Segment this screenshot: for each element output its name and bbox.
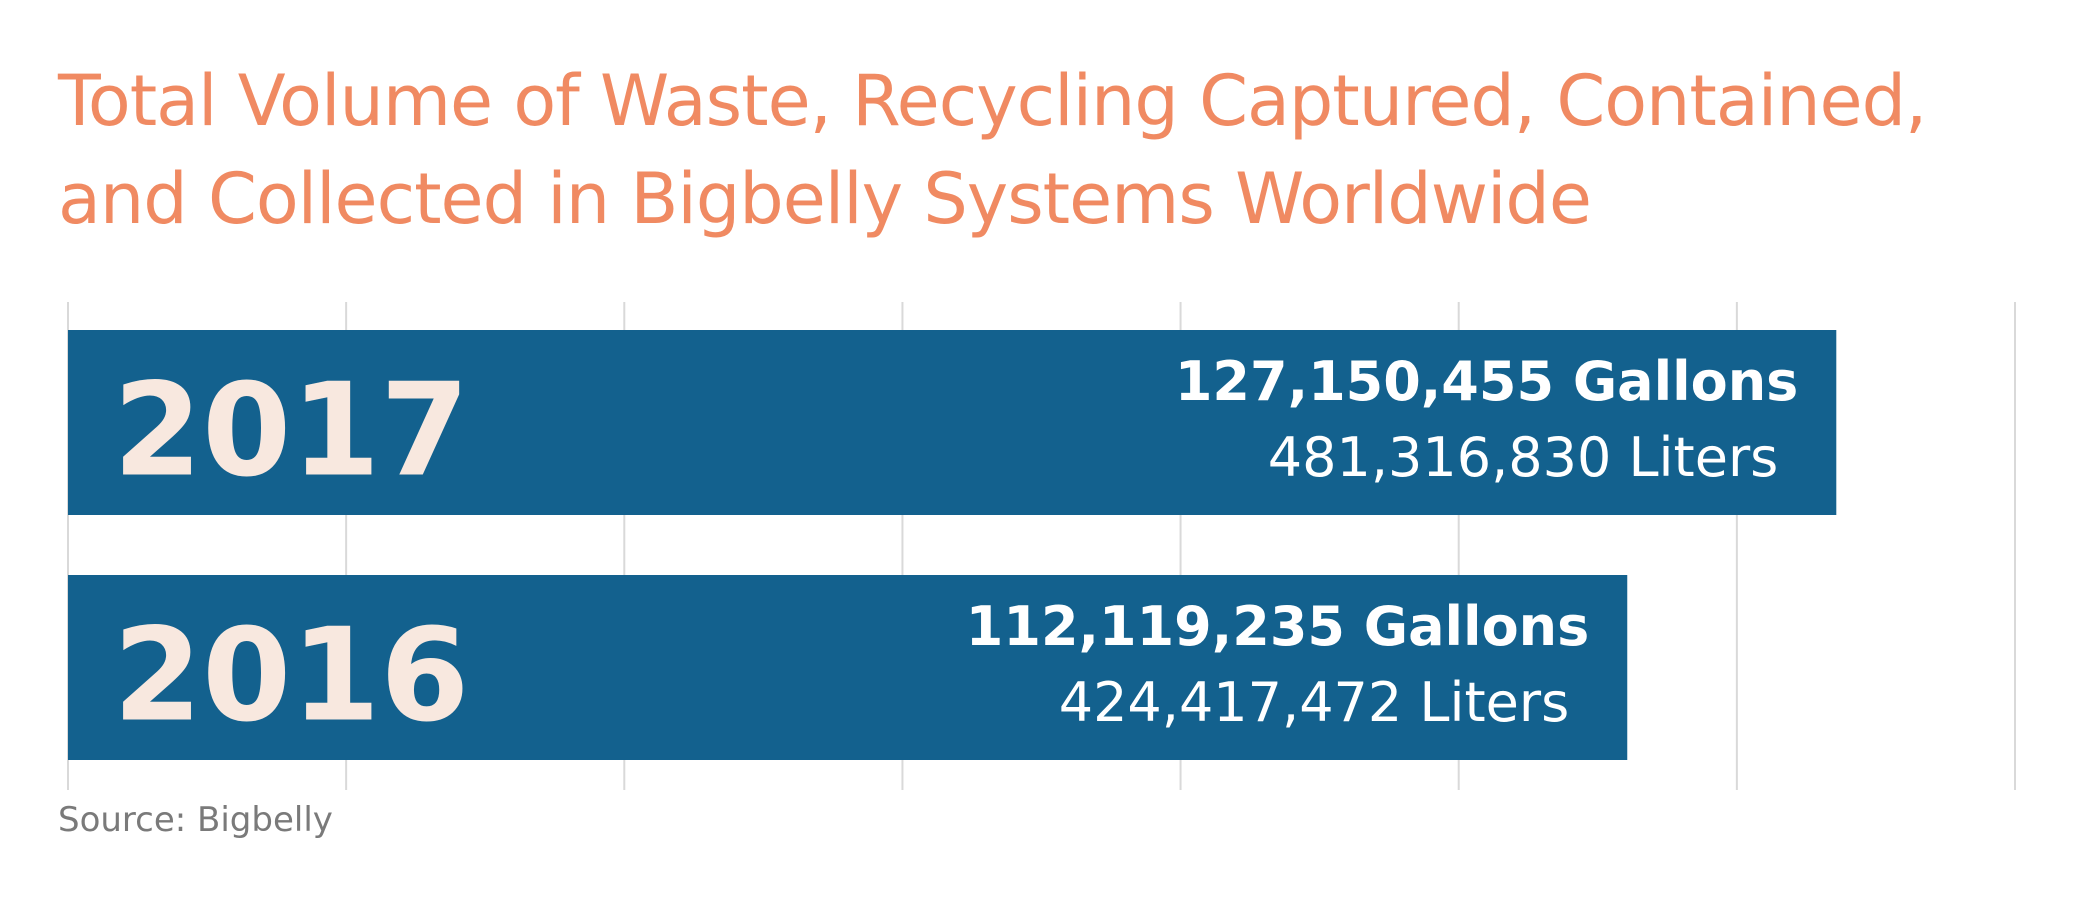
bar-value-gallons-label: 112,119,235 Gallons	[966, 595, 1589, 658]
chart-title-line-2: and Collected in Bigbelly Systems Worldw…	[58, 158, 1592, 240]
bar	[68, 330, 1837, 515]
chart-title: Total Volume of Waste, Recycling Capture…	[58, 52, 2048, 248]
bar	[68, 575, 1628, 760]
bar-value-liters-label: 481,316,830 Liters	[1268, 426, 1779, 489]
bar-category-label: 2016	[113, 602, 469, 751]
bar-category-label: 2017	[113, 357, 469, 506]
chart-title-line-1: Total Volume of Waste, Recycling Capture…	[58, 60, 1927, 142]
source-note: Source: Bigbelly	[58, 800, 333, 840]
bar-value-gallons-label: 127,150,455 Gallons	[1175, 350, 1798, 413]
bar-value-liters-label: 424,417,472 Liters	[1059, 671, 1570, 734]
